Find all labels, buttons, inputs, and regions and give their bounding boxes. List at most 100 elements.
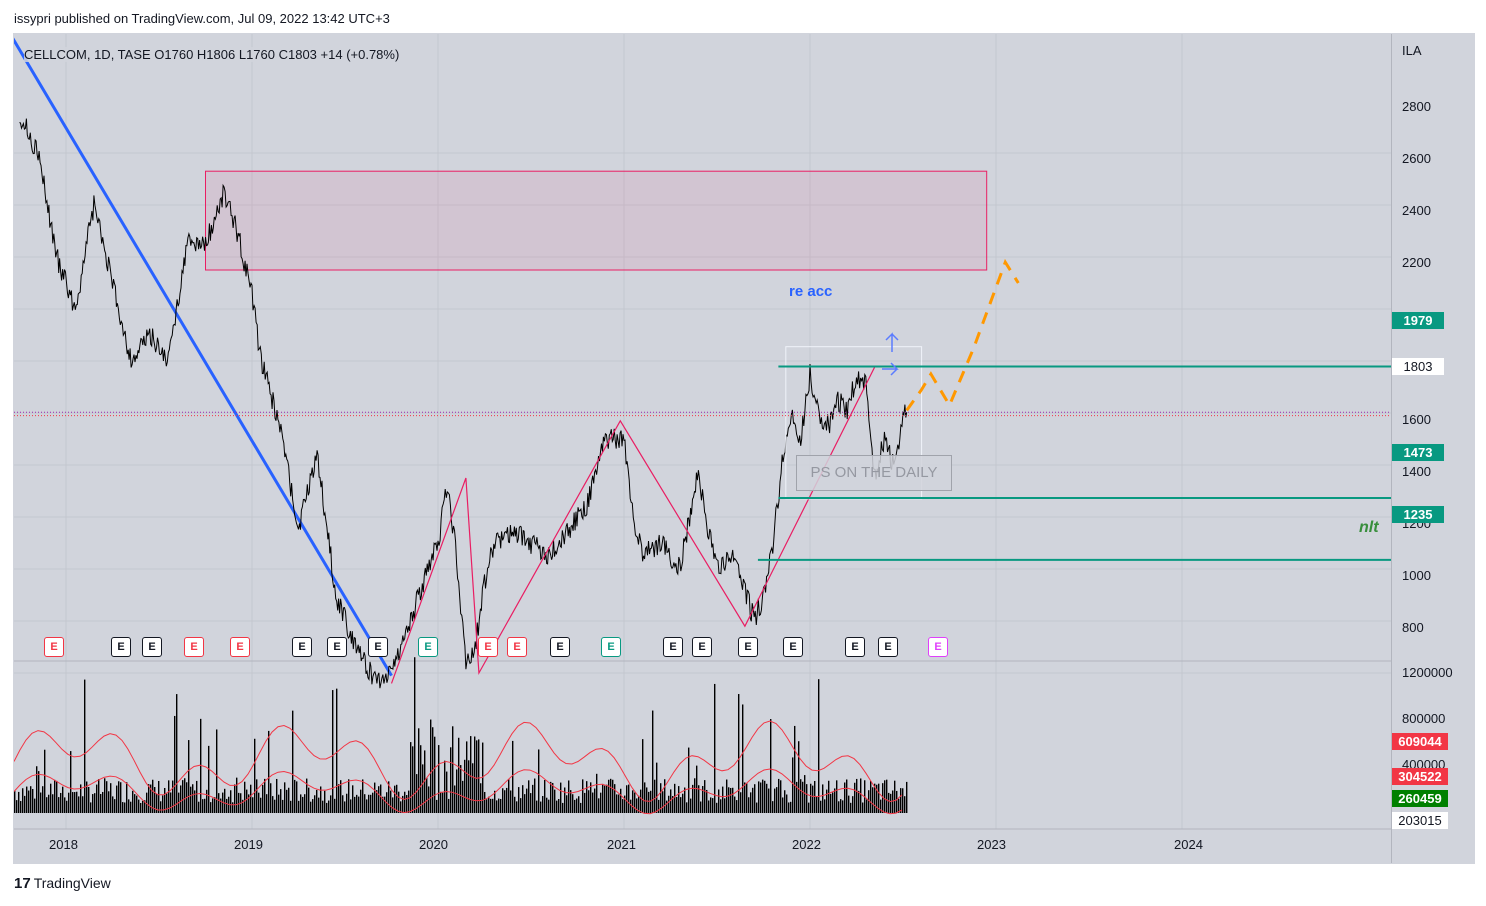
earnings-badge[interactable]: E <box>878 637 898 657</box>
earnings-badge[interactable]: E <box>111 637 131 657</box>
volume-bar <box>752 787 754 813</box>
volume-bar <box>56 780 58 813</box>
volume-bar <box>148 784 150 813</box>
volume-bar <box>354 796 356 813</box>
volume-bar <box>544 780 546 813</box>
volume-bar <box>710 797 712 813</box>
volume-bar <box>138 799 140 813</box>
volume-bar <box>316 789 318 813</box>
volume-bar <box>844 782 846 813</box>
volume-bar <box>128 799 130 813</box>
volume-bar <box>168 780 170 813</box>
volume-bar <box>124 802 126 813</box>
publish-info: issypri published on TradingView.com, Ju… <box>14 11 390 26</box>
volume-bar <box>688 747 690 813</box>
volume-bar <box>554 789 556 813</box>
volume-bar <box>36 766 38 813</box>
earnings-badge[interactable]: E <box>601 637 621 657</box>
volume-bar <box>160 801 162 813</box>
zigzag-pattern <box>390 365 876 684</box>
volume-bar <box>398 791 400 813</box>
earnings-badge[interactable]: E <box>928 637 948 657</box>
volume-bar <box>732 787 734 813</box>
time-tick: 2021 <box>607 837 636 852</box>
volume-bar <box>682 793 684 813</box>
volume-bar <box>750 792 752 813</box>
volume-bar <box>802 781 804 813</box>
price-tick: 1000 <box>1402 568 1431 583</box>
volume-bar <box>482 742 484 813</box>
volume-bar <box>494 790 496 813</box>
volume-bar <box>436 799 438 813</box>
volume-bar <box>108 791 110 813</box>
volume-bar <box>438 745 440 813</box>
volume-bar <box>288 787 290 813</box>
volume-bar <box>872 787 874 813</box>
earnings-badge[interactable]: E <box>507 637 527 657</box>
earnings-badge[interactable]: E <box>327 637 347 657</box>
volume-bar <box>862 802 864 813</box>
volume-bar <box>542 796 544 813</box>
arrow-right-icon <box>882 362 899 376</box>
earnings-badge[interactable]: E <box>44 637 64 657</box>
volume-bar <box>540 801 542 813</box>
volume-bar <box>696 765 698 813</box>
earnings-badge[interactable]: E <box>292 637 312 657</box>
price-axis[interactable]: ILA 2800 2600 2400 2200 1600 1400 1200 1… <box>1391 34 1474 863</box>
earnings-badge[interactable]: E <box>368 637 388 657</box>
earnings-badge[interactable]: E <box>845 637 865 657</box>
volume-bar <box>144 800 146 813</box>
volume-bar <box>882 783 884 813</box>
downtrend-line <box>14 37 393 677</box>
volume-bar <box>796 781 798 813</box>
volume-bar <box>828 780 830 813</box>
volume-bar <box>774 788 776 813</box>
volume-bar <box>336 688 338 813</box>
price-tick: 2200 <box>1402 255 1431 270</box>
volume-bar <box>530 793 532 813</box>
volume-bar <box>242 799 244 813</box>
earnings-badge[interactable]: E <box>142 637 162 657</box>
earnings-badge[interactable]: E <box>692 637 712 657</box>
volume-bar <box>580 802 582 813</box>
earnings-badge[interactable]: E <box>738 637 758 657</box>
earnings-badge[interactable]: E <box>418 637 438 657</box>
volume-bar <box>714 683 716 813</box>
volume-bar <box>670 789 672 813</box>
volume-bar <box>216 729 218 813</box>
volume-bar <box>742 704 744 813</box>
earnings-badge[interactable]: E <box>478 637 498 657</box>
volume-bar <box>628 784 630 813</box>
volume-bar <box>58 797 60 813</box>
chart-frame[interactable]: CELLCOM, 1D, TASE O1760 H1806 L1760 C180… <box>13 33 1475 864</box>
volume-bar <box>164 787 166 813</box>
volume-bar <box>118 781 120 813</box>
earnings-badge[interactable]: E <box>184 637 204 657</box>
volume-bar <box>202 799 204 813</box>
volume-bar <box>794 725 796 813</box>
volume-bar <box>838 801 840 813</box>
volume-bar <box>422 764 424 813</box>
level-tag-1473: 1473 <box>1392 444 1444 461</box>
volume-bar <box>756 802 758 813</box>
price-tick: 800 <box>1402 620 1424 635</box>
volume-bar <box>590 782 592 813</box>
volume-bar <box>338 784 340 813</box>
volume-bar <box>762 779 764 813</box>
volume-bar <box>474 736 476 813</box>
earnings-badge[interactable]: E <box>230 637 250 657</box>
volume-bar <box>102 791 104 813</box>
volume-bar <box>272 796 274 813</box>
volume-bar <box>376 790 378 813</box>
earnings-badge[interactable]: E <box>663 637 683 657</box>
volume-bar <box>88 786 90 813</box>
volume-bar <box>284 782 286 813</box>
price-chart[interactable] <box>14 34 1391 863</box>
volume-bar <box>356 794 358 813</box>
volume-bar <box>704 780 706 813</box>
earnings-badge[interactable]: E <box>550 637 570 657</box>
time-tick: 2024 <box>1174 837 1203 852</box>
volume-bar <box>448 798 450 813</box>
volume-bar <box>416 774 418 813</box>
earnings-badge[interactable]: E <box>783 637 803 657</box>
